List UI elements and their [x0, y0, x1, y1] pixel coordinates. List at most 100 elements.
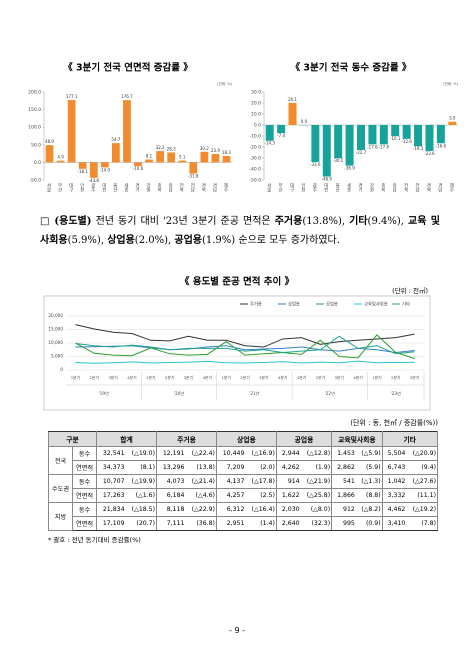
- value-label: -23.6: [424, 151, 435, 156]
- bar: [345, 125, 354, 166]
- paragraph: □ (용도별) 전년 동기 대비 '23년 3분기 준공 면적은 주거용(13.…: [40, 212, 440, 250]
- x-tick-label: 4분기: [278, 375, 287, 380]
- cell: (20.7): [125, 516, 158, 531]
- cell: (△12.8): [300, 446, 333, 461]
- cell: 34,373: [96, 460, 126, 475]
- x-tick-label: 인천: [79, 182, 84, 193]
- value-label: 32.2: [156, 145, 165, 150]
- value-label: -18.1: [78, 169, 89, 174]
- bar: [123, 100, 131, 163]
- x-tick-label: 1분기: [372, 375, 381, 380]
- x-tick-label: 4분기: [127, 375, 136, 380]
- text-run: 교육 및 사회용: [40, 216, 440, 246]
- x-tick-label: 1분기: [297, 375, 306, 380]
- y-tick-label: -30.0: [249, 156, 261, 162]
- y-tick-label: 0: [60, 367, 63, 372]
- y-tick-label: 10.0: [251, 112, 261, 118]
- x-tick-label: 1분기: [221, 375, 230, 380]
- cell: 32,541: [96, 446, 126, 461]
- cell: 3,410: [381, 516, 407, 531]
- y-tick-label: -50.0: [249, 178, 261, 184]
- row-label: 동수: [72, 446, 98, 461]
- footnote: * 괄호 : 전년 동기대비 증감률(%): [48, 536, 141, 544]
- x-tick-label: 2분기: [165, 375, 174, 380]
- chart-title: 《 3분기 전국 동수 증감률 》: [291, 62, 412, 74]
- y-tick-label: 0.0: [254, 123, 261, 129]
- value-label: -22.7: [356, 150, 367, 155]
- bar: [414, 125, 423, 147]
- cell: (△27.6): [406, 474, 439, 489]
- text-run: (2.0%),: [134, 235, 175, 246]
- y-tick-label: 30.0: [251, 90, 261, 96]
- x-tick-label: 세종: [346, 182, 351, 193]
- cell: (1.9): [300, 460, 333, 475]
- cell: (△18.5): [125, 502, 158, 517]
- value-label: 3.0: [449, 116, 456, 121]
- x-tick-label: 전남: [415, 182, 420, 193]
- value-label: 20.1: [288, 97, 297, 102]
- cell: 5,504: [381, 446, 407, 461]
- y-tick-label: 200.0: [28, 90, 41, 96]
- bar: [357, 125, 365, 150]
- year-label: '23년: [391, 390, 401, 396]
- cell: (0.9): [355, 516, 383, 531]
- x-tick-label: 2분기: [240, 375, 249, 380]
- table-unit: (단위 : 동, 천㎡ / 증감률(%)): [350, 419, 438, 427]
- x-tick-label: 전북: [403, 182, 408, 194]
- bar: [425, 125, 434, 151]
- y-tick-label: 20.0: [251, 101, 261, 107]
- bar: [322, 125, 331, 177]
- year-label: '22년: [325, 390, 335, 396]
- value-label: 176.7: [121, 94, 133, 99]
- cell: 1,622: [275, 488, 301, 503]
- x-tick-label: 3분기: [335, 375, 344, 380]
- value-label: -14.3: [265, 141, 276, 146]
- bar: [379, 125, 388, 145]
- value-label: -43.8: [89, 178, 100, 183]
- bar: [402, 125, 411, 139]
- header-cell: 공업용: [275, 431, 333, 447]
- value-label: -33.6: [310, 162, 321, 167]
- cell: 21,834: [96, 502, 126, 517]
- chart-unit: (단위: %): [443, 81, 458, 86]
- x-tick-label: 전북: [179, 182, 184, 194]
- x-tick-label: 부산: [57, 183, 62, 193]
- cell: 2,951: [215, 516, 246, 531]
- cell: 912: [331, 502, 356, 517]
- x-tick-label: 충북: [157, 182, 162, 194]
- x-tick-label: 3분기: [108, 375, 117, 380]
- bar: [189, 162, 198, 174]
- chart-frame: [43, 295, 431, 411]
- cell: 12,191: [156, 446, 186, 461]
- x-tick-label: 부산: [278, 183, 283, 193]
- row: 연면적 17,263 (△1.6) 6,184 (△4.6) 4,257 (2.5) 1,62…: [49, 488, 439, 503]
- cell: 4,262: [275, 460, 301, 475]
- bar: [45, 145, 54, 163]
- bar: [178, 160, 187, 163]
- cell: (△19.9): [125, 474, 158, 489]
- cell: 6,743: [381, 460, 407, 475]
- x-tick-label: 대구: [68, 182, 73, 194]
- x-tick-label: 경기: [135, 182, 140, 194]
- y-tick-label: 5,000: [51, 354, 63, 359]
- value-label: 8.1: [146, 154, 153, 159]
- bar: [89, 162, 98, 178]
- x-tick-label: 충남: [168, 182, 173, 193]
- y-tick-label: 10,000: [48, 340, 63, 345]
- x-tick-label: 1분기: [146, 375, 155, 380]
- legend-label: 기타: [402, 301, 410, 308]
- header-cell: 상업용: [215, 431, 277, 447]
- row-label: 연면적: [72, 488, 98, 503]
- cell: (△8.0): [300, 502, 333, 517]
- x-tick-label: 강원: [369, 182, 374, 193]
- bar: [277, 125, 286, 134]
- cell: 914: [275, 474, 301, 489]
- cell: (1.4): [245, 516, 277, 531]
- chart-title: 《 3분기 전국 연면적 증감률 》: [63, 62, 193, 74]
- legend-label: 공업용: [326, 301, 338, 308]
- x-tick-label: 대전: [323, 182, 328, 193]
- text-run: (13.8%),: [302, 216, 350, 227]
- x-tick-label: 서울: [46, 182, 51, 193]
- row-label: 동수: [72, 502, 98, 517]
